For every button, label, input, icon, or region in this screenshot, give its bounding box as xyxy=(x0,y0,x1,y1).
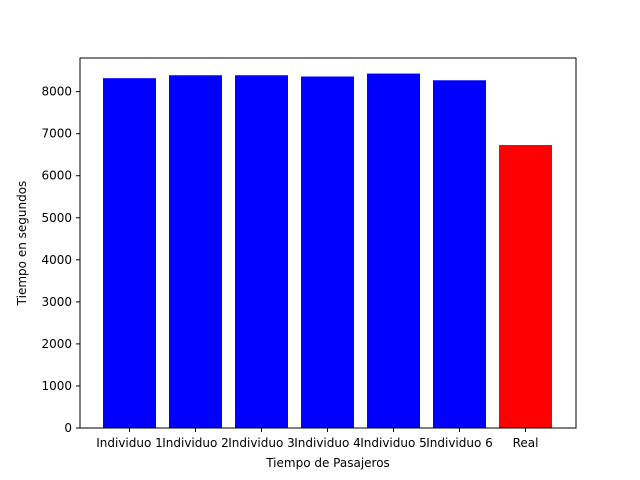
x-tick-label: Individuo 5 xyxy=(360,436,427,450)
y-tick-label: 7000 xyxy=(41,127,72,141)
x-axis: Individuo 1 Individuo 2 Individuo 3 Individ… xyxy=(96,428,538,450)
y-tick-label: 4000 xyxy=(41,253,72,267)
x-tick-label: Real xyxy=(513,436,539,450)
x-tick-label: Individuo 4 xyxy=(294,436,361,450)
y-tick-label: 5000 xyxy=(41,211,72,225)
bar-7 xyxy=(499,145,552,428)
bar-3 xyxy=(235,75,288,429)
bar-1 xyxy=(103,78,156,429)
y-tick-label: 8000 xyxy=(41,85,72,99)
y-tick-label: 0 xyxy=(64,421,72,435)
x-tick-label: Individuo 3 xyxy=(228,436,295,450)
y-axis: 0 1000 2000 3000 4000 5000 6000 7000 8000 xyxy=(41,85,80,435)
x-tick-label: Individuo 2 xyxy=(162,436,229,450)
x-axis-label: Tiempo de Pasajeros xyxy=(265,456,390,470)
bar-5 xyxy=(367,73,420,428)
y-tick-label: 1000 xyxy=(41,379,72,393)
y-axis-label: Tiempo en segundos xyxy=(15,181,29,307)
bar-4 xyxy=(301,76,354,428)
bar-2 xyxy=(169,75,222,429)
bars-group xyxy=(103,73,552,429)
y-tick-label: 2000 xyxy=(41,337,72,351)
bar-6 xyxy=(433,80,486,428)
x-tick-label: Individuo 6 xyxy=(426,436,493,450)
y-tick-label: 6000 xyxy=(41,169,72,183)
x-tick-label: Individuo 1 xyxy=(96,436,163,450)
y-tick-label: 3000 xyxy=(41,295,72,309)
